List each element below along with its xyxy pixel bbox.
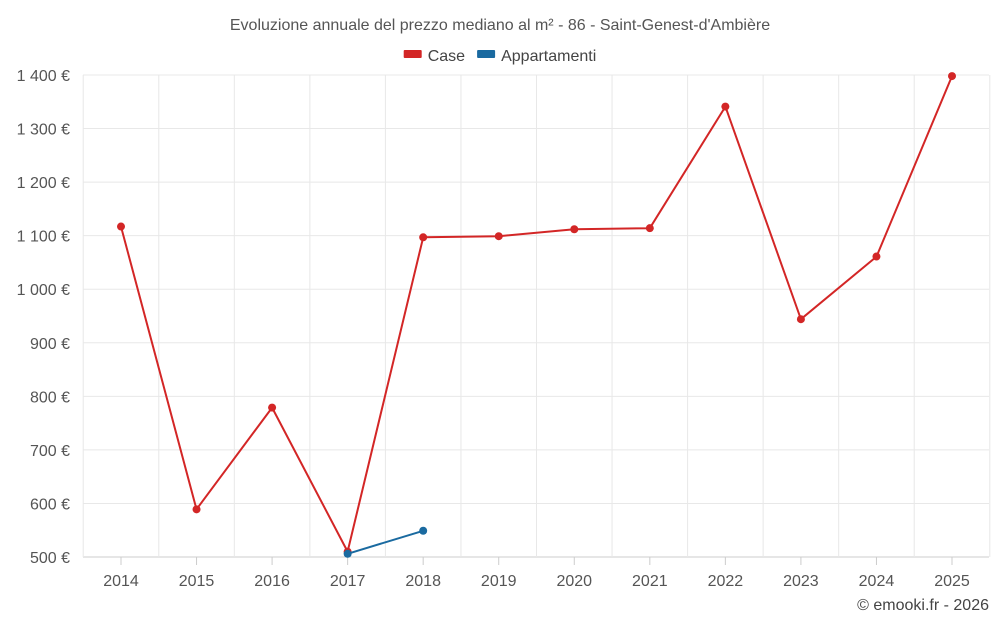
y-tick-label: 500 €: [30, 550, 70, 567]
x-tick-label: 2024: [859, 573, 895, 590]
data-point[interactable]: [872, 252, 881, 261]
y-tick-label: 1 400 €: [17, 68, 70, 85]
x-tick-label: 2017: [330, 573, 366, 590]
series-case: [117, 72, 956, 556]
x-tick-label: 2014: [103, 573, 139, 590]
data-point[interactable]: [948, 72, 956, 81]
x-tick-label: 2016: [254, 573, 290, 590]
x-tick-label: 2021: [632, 573, 668, 590]
legend-item-appartamenti[interactable]: Appartamenti: [477, 48, 596, 65]
chart-title: Evoluzione annuale del prezzo mediano al…: [230, 17, 770, 34]
data-point[interactable]: [419, 233, 428, 242]
legend-label: Appartamenti: [501, 48, 596, 65]
x-tick-label: 2023: [783, 573, 819, 590]
credit-text: © emooki.fr - 2026: [857, 597, 989, 614]
data-point[interactable]: [192, 505, 201, 514]
legend-swatch: [403, 50, 422, 58]
data-point[interactable]: [796, 315, 805, 324]
y-tick-label: 600 €: [30, 496, 70, 513]
legend-item-case[interactable]: Case: [403, 48, 465, 65]
data-point[interactable]: [570, 225, 579, 234]
x-tick-label: 2020: [556, 573, 592, 590]
y-tick-label: 700 €: [30, 443, 70, 460]
series-line: [347, 529, 424, 555]
series-layer: [117, 72, 956, 558]
legend-label: Case: [428, 48, 465, 65]
legend: Case Appartamenti: [403, 48, 596, 65]
x-tick-label: 2015: [179, 573, 215, 590]
data-point[interactable]: [645, 224, 654, 233]
y-tick-label: 1 300 €: [17, 122, 70, 139]
data-point[interactable]: [419, 526, 428, 535]
data-point[interactable]: [721, 102, 730, 111]
y-tick-label: 1 100 €: [17, 229, 70, 246]
x-tick-label: 2018: [405, 573, 441, 590]
series-line: [120, 75, 953, 553]
data-point[interactable]: [494, 232, 503, 241]
grid: [82, 74, 991, 558]
y-tick-label: 1 000 €: [17, 282, 70, 299]
x-tick-label: 2025: [934, 573, 970, 590]
x-tick-label: 2022: [708, 573, 744, 590]
y-axis: 500 € 600 € 700 € 800 € 900 € 1 000 € 1 100 € 1…: [17, 68, 70, 567]
data-point[interactable]: [117, 222, 125, 231]
data-point[interactable]: [268, 403, 277, 412]
data-point[interactable]: [343, 549, 352, 558]
y-tick-label: 1 200 €: [17, 175, 70, 192]
legend-swatch: [477, 50, 496, 58]
x-axis: 2014 2015 2016 2017 2018 2019 2020 2021 2022 2023…: [103, 557, 970, 590]
y-tick-label: 800 €: [30, 389, 70, 406]
series-appartamenti: [343, 526, 428, 558]
x-tick-label: 2019: [481, 573, 517, 590]
y-tick-label: 900 €: [30, 336, 70, 353]
